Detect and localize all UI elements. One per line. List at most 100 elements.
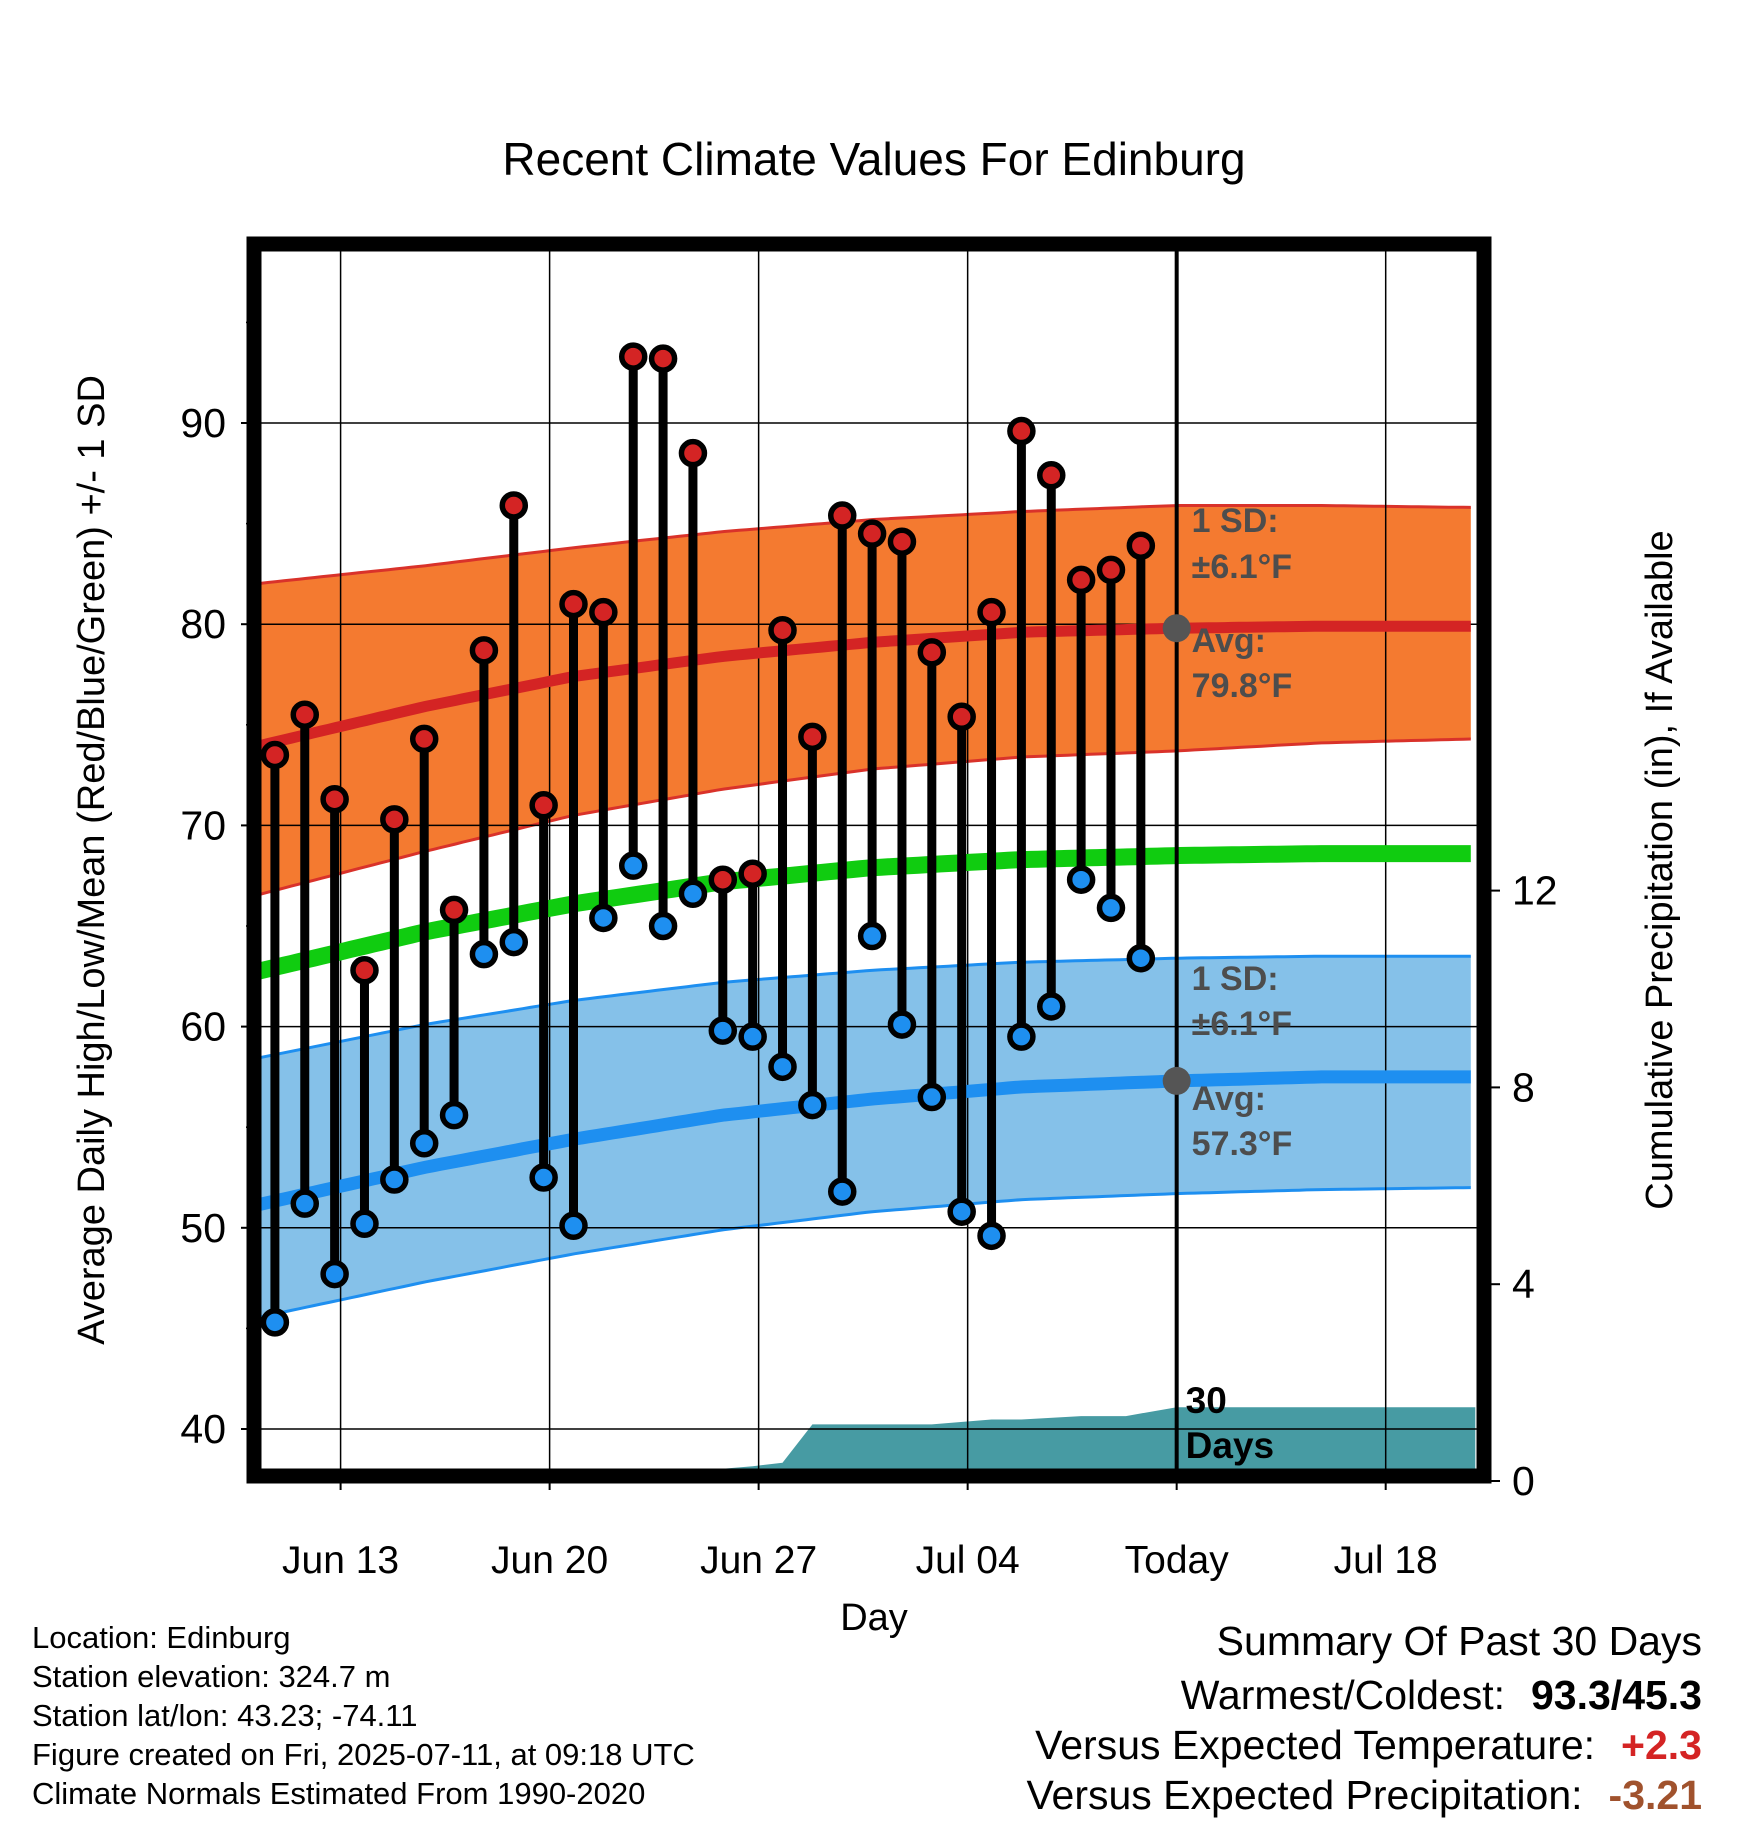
low-band-lower-edge [258,1186,1471,1320]
daily-low-point [708,1016,738,1045]
daily-low-point [260,1308,290,1337]
normal-high-line [258,620,1471,752]
y-axis-label-left: Average Daily High/Low/Mean (Red/Blue/Gr… [71,375,113,1345]
daily-low-point [290,1189,320,1218]
daily-low-point [320,1259,349,1289]
daily-high-point [469,636,499,665]
x-axis-label: Day [840,1597,908,1639]
warmcold-label: Warmest/Coldest: [1180,1672,1505,1718]
daily-high-point [1126,531,1156,560]
daily-high-point [380,805,409,834]
chart-title: Recent Climate Values For Edinburg [502,133,1245,185]
plot-frame [246,236,1492,1484]
daily-low-point [887,1010,917,1039]
daily-low-point [380,1165,409,1194]
daily-low-point [409,1129,439,1158]
daily-high-point [618,342,648,371]
daily-low-point [768,1052,797,1082]
x-tick-label: Jun 13 [282,1539,399,1582]
daily-low-point [589,903,618,933]
y-tick-label-left: 40 [180,1406,226,1452]
days-word-label: Days [1186,1425,1274,1466]
low-avg-value: 57.3°F [1192,1125,1293,1163]
info-normals: Climate Normals Estimated From 1990-2020 [32,1776,646,1811]
daily-low-point [1066,865,1096,894]
daily-low-point [827,1177,857,1206]
x-tick-label: Jun 20 [491,1539,608,1582]
daily-low-point [618,851,648,880]
daily-low-point [529,1163,558,1192]
low-avg-label: Avg: [1192,1080,1266,1118]
high-sd-label: 1 SD: [1192,502,1279,540]
high-band-lower-edge [258,737,1471,897]
summary-warmcold: Warmest/Coldest: 93.3/45.3 [1181,1672,1702,1719]
summary-heading-text: Summary Of Past 30 Days [1216,1618,1702,1664]
daily-high-point [917,638,947,667]
today-low-normal-marker [1162,1066,1191,1095]
y-tick-label-left: 80 [180,601,226,647]
high-avg-value: 79.8°F [1192,667,1293,705]
low-sd-value: ±6.1°F [1192,1005,1292,1043]
precip-label: Versus Expected Precipitation: [1026,1772,1583,1818]
summary-heading: Summary Of Past 30 Days [1217,1618,1702,1665]
daily-high-point [738,859,767,888]
daily-low-point [917,1082,947,1112]
daily-high-point [798,722,827,752]
daily-low-point [857,921,887,951]
daily-high-point [1096,555,1126,585]
daily-high-point [589,597,618,627]
daily-high-point [439,895,469,925]
daily-low-point [1096,893,1126,923]
daily-low-point [977,1221,1006,1251]
temp-label: Versus Expected Temperature: [1035,1722,1596,1768]
daily-high-point [260,740,290,770]
daily-low-point [439,1100,469,1130]
x-tick-label: Jul 18 [1334,1539,1438,1582]
daily-low-point [648,911,678,941]
daily-low-point [1037,992,1066,1021]
daily-high-point [1037,461,1066,490]
daily-high-point [857,519,887,548]
y-tick-label-right: 4 [1512,1261,1535,1307]
daily-high-point [768,615,797,645]
normal-low-line [258,1070,1471,1212]
precipitation-area [628,1407,1476,1472]
warmcold-value: 93.3/45.3 [1531,1672,1702,1718]
info-latlon: Station lat/lon: 43.23; -74.11 [32,1698,418,1733]
daily-low-point [798,1090,827,1120]
high-band-upper-edge [258,504,1471,586]
daily-low-point [1007,1022,1036,1051]
daily-low-point [559,1211,588,1241]
y-tick-label-right: 0 [1512,1458,1535,1504]
x-tick-label: Today [1125,1539,1230,1582]
low-sd-label: 1 SD: [1192,960,1279,998]
info-location: Location: Edinburg [32,1620,291,1655]
summary-precipitation: Versus Expected Precipitation: -3.21 [1026,1772,1702,1819]
daily-high-point [977,597,1006,627]
daily-high-point [947,702,976,732]
daily-high-point [648,344,678,373]
y-tick-label-left: 50 [180,1205,226,1251]
daily-high-point [529,791,558,820]
daily-low-point [1126,943,1156,973]
daily-low-point [738,1022,767,1051]
plot-area: 1 SD: ±6.1°F Avg: 79.8°F 1 SD: ±6.1°F Avg: 57.3… [180,236,1558,1582]
y-tick-label-left: 70 [180,802,226,848]
daily-low-point [947,1197,976,1226]
daily-high-point [559,589,588,619]
normal-mean-line [258,845,1471,981]
y-tick-label-right: 12 [1512,868,1558,914]
daily-high-point [409,724,439,754]
daily-high-point [290,700,320,729]
x-tick-label: Jun 27 [700,1539,817,1582]
info-elevation: Station elevation: 324.7 m [32,1659,391,1694]
temp-value: +2.3 [1621,1722,1702,1768]
high-avg-label: Avg: [1192,622,1266,660]
today-high-normal-marker [1162,614,1191,643]
daily-high-point [678,438,708,468]
y-axis-label-right: Cumulative Precipitation (in), If Availa… [1639,530,1681,1209]
days-count-label: 30 [1186,1380,1227,1421]
daily-high-point [350,956,379,985]
daily-low-point [678,879,708,909]
